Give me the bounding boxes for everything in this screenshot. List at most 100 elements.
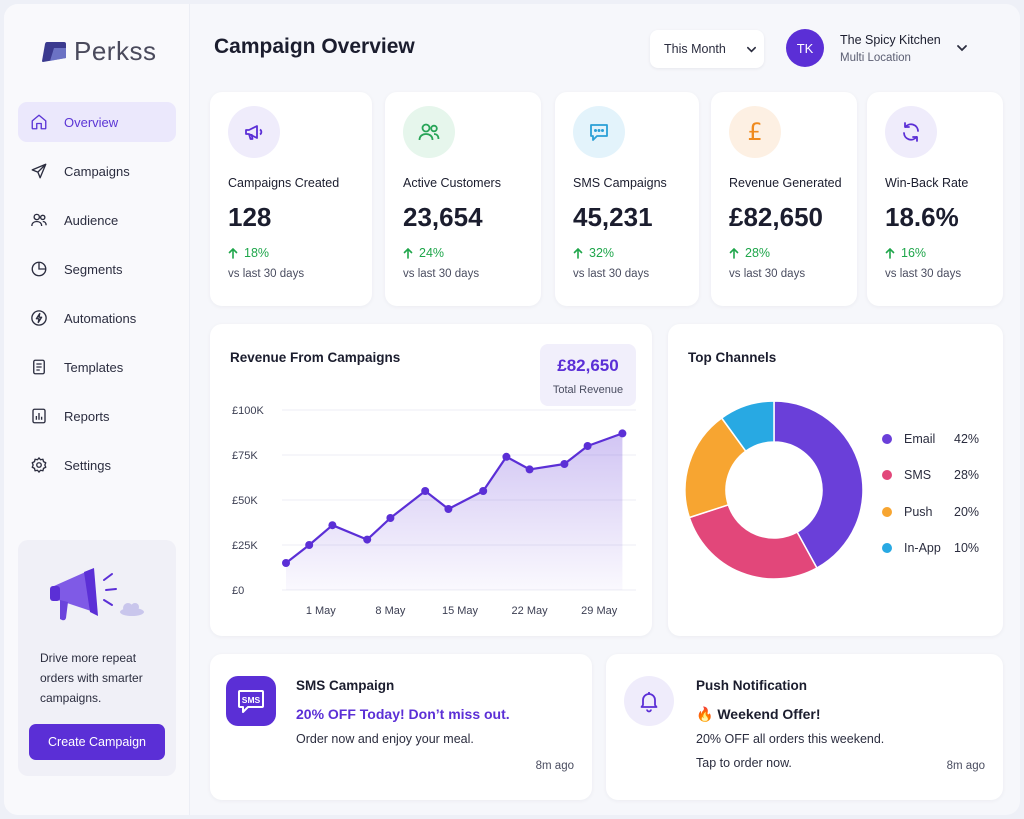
revenue-line-chart: £0 £25K £50K £75K £100K 1 May 8 May 15 May 22 Ma… [232, 405, 636, 617]
kpi-delta: 32% [573, 246, 614, 260]
pie-icon [31, 261, 47, 277]
sidebar-item-label: Settings [64, 457, 111, 473]
home-icon [31, 114, 47, 130]
avatar[interactable]: TK [786, 29, 824, 67]
sidebar-item-templates[interactable]: Templates [18, 347, 176, 387]
x-tick-label: 8 May [375, 605, 405, 617]
kpi-icon-wrap: £ [729, 106, 781, 158]
series-area [286, 433, 623, 590]
date-range-value: This Month [664, 42, 726, 56]
kpi-delta-value: 24% [419, 246, 445, 260]
sidebar-item-settings[interactable]: Settings [18, 445, 176, 485]
kpi-label: Campaigns Created [228, 176, 340, 190]
sms-campaign-card[interactable]: SMS SMS Campaign 20% OFF Today! Don’t mi… [210, 654, 592, 800]
sidebar-item-label: Audience [64, 212, 119, 228]
kpi-card-campaigns-created: Campaigns Created 128 18% vs last 30 day… [210, 92, 372, 306]
sidebar-item-label: Automations [64, 310, 137, 326]
sidebar-item-reports[interactable]: Reports [18, 396, 176, 436]
donut-slice-in-app [720, 400, 775, 453]
kpi-icon-wrap [403, 106, 455, 158]
message-body-secondary: Tap to order now. [696, 756, 792, 770]
kpi-value: 45,231 [573, 202, 653, 232]
legend-item: In-App 10% [882, 541, 979, 555]
arrow-up-icon [729, 247, 739, 259]
svg-text:SMS: SMS [242, 695, 261, 705]
x-tick-label: 22 May [512, 605, 549, 617]
kpi-delta-value: 28% [745, 246, 771, 260]
sidebar-item-label: Segments [64, 261, 123, 277]
legend-swatch [882, 434, 892, 444]
y-tick-label: £25K [232, 540, 258, 552]
sidebar-item-automations[interactable]: Automations [18, 298, 176, 338]
sidebar-item-label: Overview [64, 114, 119, 130]
create-campaign-button[interactable]: Create Campaign [29, 724, 165, 760]
users-icon [418, 123, 440, 141]
app-window: Perkss Overview Campaigns Audience Segme… [4, 4, 1020, 815]
kpi-comparison: vs last 30 days [729, 268, 806, 280]
sidebar-item-segments[interactable]: Segments [18, 249, 176, 289]
message-title: SMS Campaign [296, 678, 395, 693]
arrow-up-icon [403, 247, 413, 259]
legend-label: SMS [904, 468, 932, 482]
x-tick-label: 1 May [306, 605, 336, 617]
kpi-comparison: vs last 30 days [885, 268, 962, 280]
msg-icon-wrap: SMS [226, 676, 276, 726]
total-revenue-value: £82,650 [557, 356, 619, 375]
sidebar-nav: Overview Campaigns Audience Segments Aut… [18, 102, 176, 494]
bar-chart-icon [32, 408, 46, 424]
kpi-icon-wrap [228, 106, 280, 158]
sidebar-item-overview[interactable]: Overview [18, 102, 176, 142]
sidebar-item-campaigns[interactable]: Campaigns [18, 151, 176, 191]
kpi-label: Revenue Generated [729, 176, 842, 190]
sidebar-item-label: Templates [64, 359, 124, 375]
message-headline: 20% OFF Today! Don’t miss out. [296, 706, 510, 722]
kpi-icon-wrap [885, 106, 937, 158]
legend-item: Email 42% [882, 432, 979, 446]
legend-swatch [882, 470, 892, 480]
sidebar-item-label: Campaigns [64, 163, 130, 179]
kpi-delta-value: 16% [901, 246, 927, 260]
message-title: Push Notification [696, 678, 807, 693]
legend-label: Email [904, 432, 936, 446]
page-title: Campaign Overview [214, 35, 415, 58]
arrow-up-icon [885, 247, 895, 259]
account-switcher[interactable]: The Spicy Kitchen Multi Location [840, 33, 941, 64]
x-tick-label: 29 May [581, 605, 618, 617]
arrow-up-icon [228, 247, 238, 259]
data-point [479, 487, 488, 495]
kpi-value: £82,650 [729, 202, 823, 232]
sms-icon: SMS [238, 690, 264, 713]
legend-swatch [882, 507, 892, 517]
kpi-delta-value: 32% [589, 246, 615, 260]
send-icon [31, 163, 47, 179]
message-timestamp: 8m ago [535, 760, 574, 772]
push-notification-card[interactable]: Push Notification 🔥 Weekend Offer! 20% O… [606, 654, 1003, 800]
message-body: Order now and enjoy your meal. [296, 732, 474, 746]
sidebar-item-audience[interactable]: Audience [18, 200, 176, 240]
data-point [282, 559, 290, 567]
megaphone-illustration-icon [50, 568, 144, 621]
kpi-delta: 18% [228, 246, 269, 260]
message-timestamp: 8m ago [946, 760, 985, 772]
chevron-down-icon[interactable] [956, 42, 968, 54]
account-subtitle: Multi Location [840, 52, 911, 64]
chart-title: Top Channels [688, 350, 777, 365]
channels-donut-chart [684, 400, 864, 580]
y-tick-label: £50K [232, 495, 258, 507]
kpi-comparison: vs last 30 days [228, 268, 305, 280]
data-point [560, 460, 569, 468]
document-icon [33, 359, 45, 375]
logo: Perkss [40, 36, 156, 67]
date-range-select[interactable]: This Month [650, 30, 764, 68]
chat-icon [590, 124, 608, 141]
kpi-delta: 16% [885, 246, 926, 260]
legend-item: SMS 28% [882, 468, 979, 482]
kpi-delta-value: 18% [244, 246, 270, 260]
users-icon [31, 213, 47, 227]
msg-icon-wrap [624, 676, 674, 726]
top-channels-card: Top Channels Email 42% SMS 28% Push 20% In-App… [668, 324, 1003, 636]
sidebar-item-label: Reports [64, 408, 110, 424]
donut-slice-sms [688, 503, 818, 580]
data-point [328, 521, 337, 530]
total-revenue-label: Total Revenue [552, 384, 624, 396]
